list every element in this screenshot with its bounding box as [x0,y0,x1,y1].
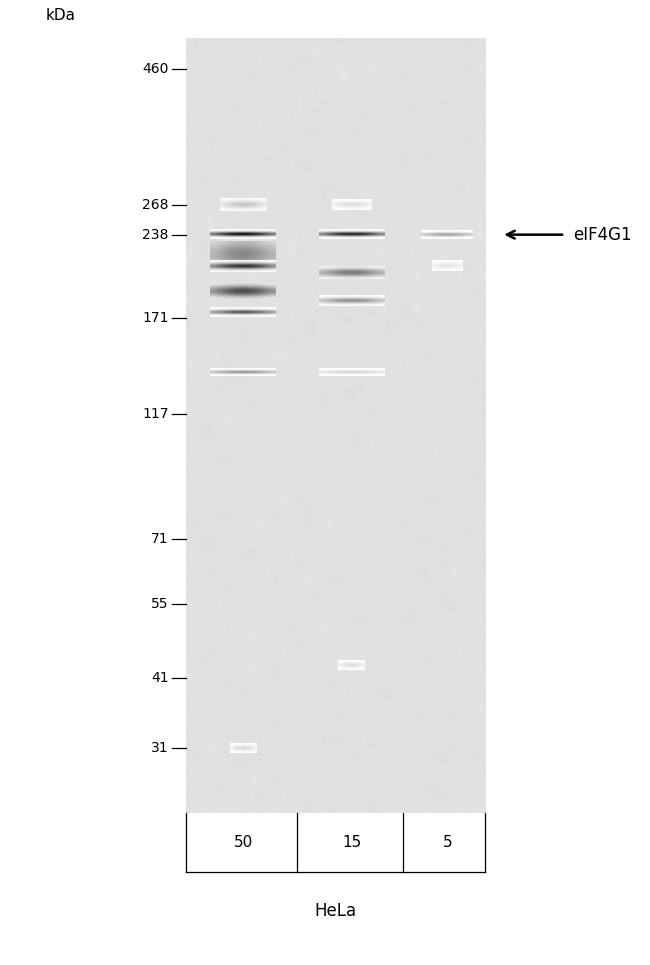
Text: 15: 15 [342,835,361,850]
Text: 41: 41 [151,671,168,685]
Text: 55: 55 [151,596,168,611]
Text: kDa: kDa [46,9,75,23]
Text: HeLa: HeLa [315,902,357,921]
Text: 268: 268 [142,198,168,211]
Text: 50: 50 [233,835,253,850]
Text: 238: 238 [142,228,168,241]
Text: 171: 171 [142,311,168,325]
Text: 460: 460 [142,62,168,75]
Text: 71: 71 [151,533,168,546]
Text: 5: 5 [443,835,452,850]
Text: 31: 31 [151,741,168,755]
Text: eIF4G1: eIF4G1 [573,226,631,243]
Text: 117: 117 [142,406,168,421]
